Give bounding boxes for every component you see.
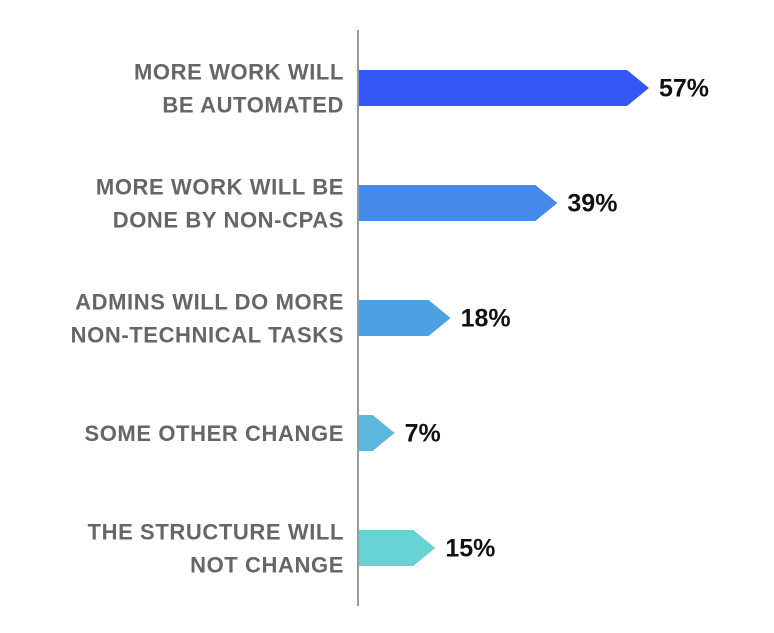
- category-label: SOME OTHER CHANGE: [84, 421, 344, 446]
- value-label: 7%: [405, 420, 441, 448]
- bar: [359, 70, 649, 106]
- category-label: BE AUTOMATED: [162, 93, 344, 118]
- bar: [359, 415, 395, 451]
- value-label: 15%: [445, 535, 495, 563]
- category-label: THE STRUCTURE WILL: [88, 520, 344, 545]
- category-label: NON-TECHNICAL TASKS: [71, 323, 344, 348]
- bar: [359, 185, 558, 221]
- category-label: NOT CHANGE: [190, 553, 344, 578]
- bar: [359, 530, 436, 566]
- value-label: 39%: [567, 190, 617, 218]
- value-label: 57%: [659, 75, 709, 103]
- category-label: MORE WORK WILL BE: [96, 175, 344, 200]
- category-label: MORE WORK WILL: [134, 60, 344, 85]
- value-label: 18%: [461, 305, 511, 333]
- category-label: DONE BY NON-CPAS: [113, 208, 344, 233]
- category-label: ADMINS WILL DO MORE: [75, 290, 344, 315]
- bar: [359, 300, 451, 336]
